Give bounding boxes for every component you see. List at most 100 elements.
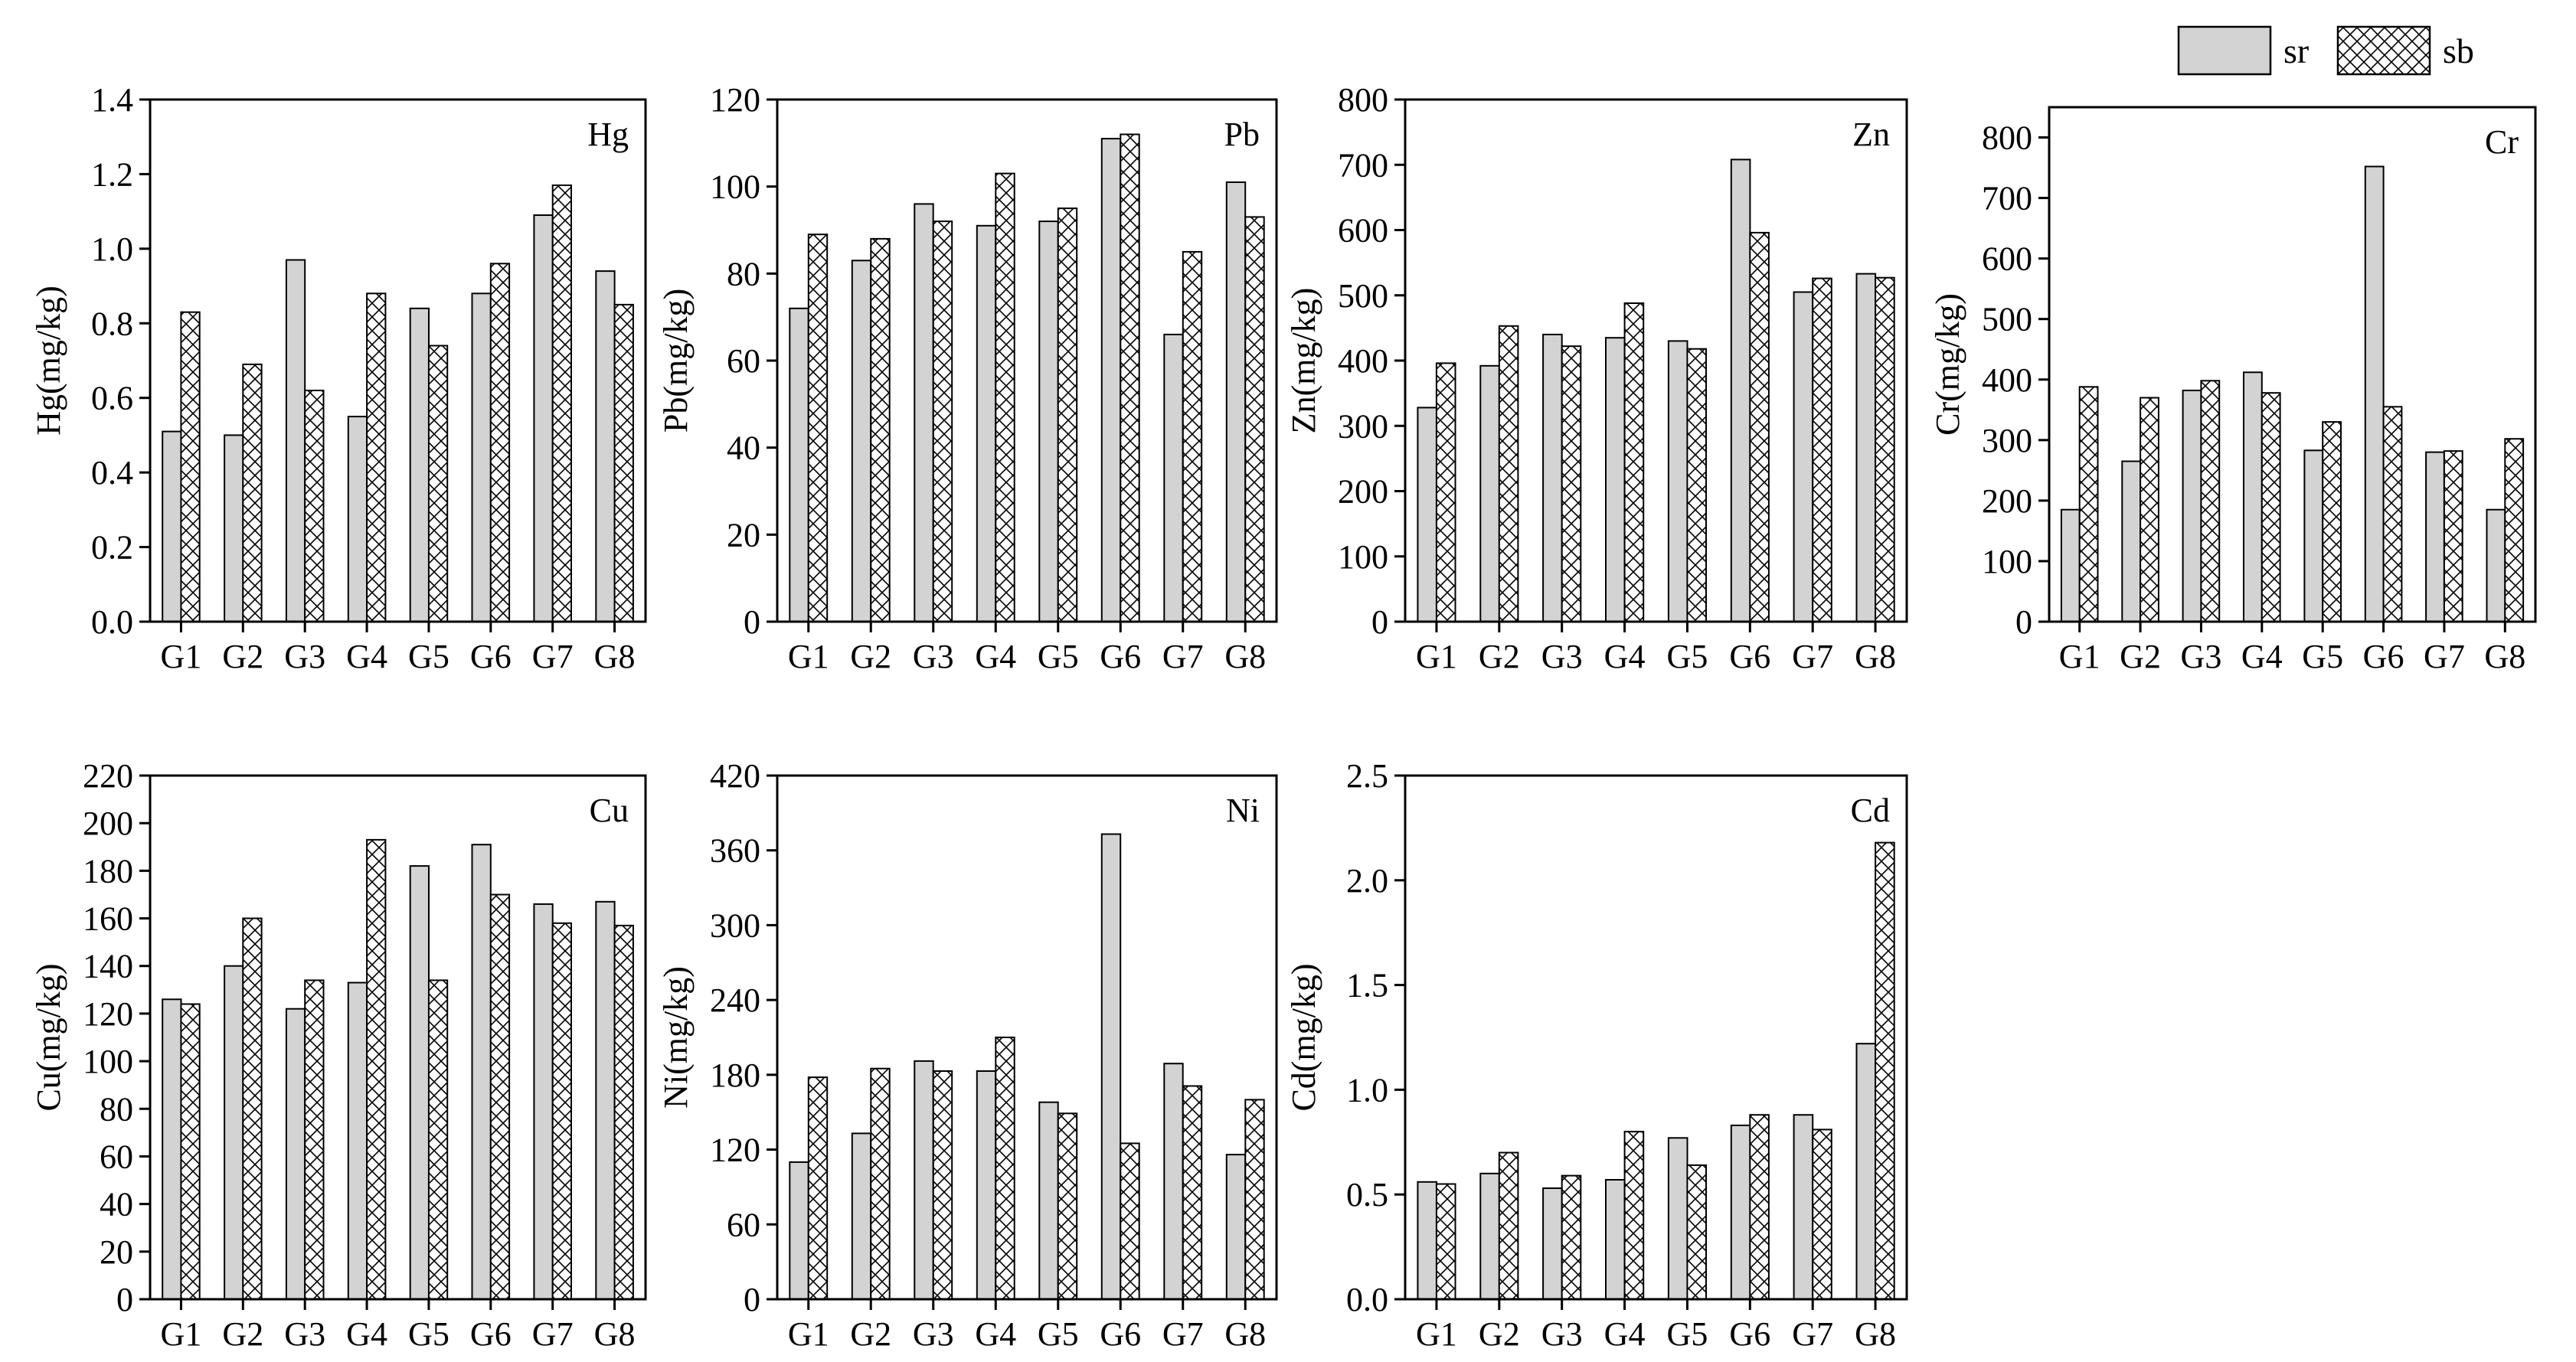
- y-tick-label-cr: 700: [1982, 180, 2032, 217]
- chart-panel-ni: 0 60 120 180 240 300 360 420 G1 G2 G3 G4 G5 G6 G7 G8 Ni N…: [657, 757, 1278, 1353]
- plot-frame-cd: [1404, 774, 1908, 1301]
- bar-cu-sr-g5: [409, 865, 430, 1300]
- legend: sr sb: [2177, 25, 2474, 76]
- plot-frame-hg: [149, 98, 647, 623]
- y-tick-label-hg: 1.4: [91, 81, 133, 119]
- x-tick-label-pb-g8: G8: [1224, 638, 1266, 675]
- bar-hg-sr-g5: [409, 307, 430, 622]
- x-tick-label-cd-g2: G2: [1479, 1315, 1520, 1353]
- bar-pb-sr-g2: [851, 260, 872, 622]
- bar-ni-sr-g1: [789, 1161, 809, 1301]
- bar-cd-sr-g6: [1730, 1124, 1751, 1301]
- y-tick-label-pb: 100: [710, 168, 760, 206]
- bar-pb-sr-g5: [1038, 220, 1059, 623]
- bar-pb-sb-g3: [932, 220, 953, 623]
- bar-cd-sr-g1: [1417, 1181, 1438, 1301]
- x-tick-label-ni-g4: G4: [975, 1315, 1016, 1353]
- x-tick-label-ni-g5: G5: [1038, 1315, 1079, 1353]
- x-tick-label-pb-g7: G7: [1162, 638, 1204, 675]
- bar-cd-sb-g4: [1623, 1131, 1645, 1300]
- bar-cu-sb-g4: [366, 838, 387, 1300]
- bar-cd-sb-g3: [1561, 1174, 1582, 1300]
- y-tick-label-ni: 360: [710, 832, 760, 870]
- bar-ni-sr-g5: [1038, 1101, 1059, 1300]
- bar-hg-sb-g6: [489, 263, 511, 622]
- y-tick-label-cu: 40: [100, 1186, 133, 1223]
- bar-ni-sb-g5: [1057, 1112, 1078, 1301]
- x-tick-label-zn-g6: G6: [1729, 638, 1770, 675]
- bar-pb-sr-g3: [914, 203, 934, 622]
- y-tick-label-hg: 0.2: [91, 529, 133, 567]
- bar-ni-sr-g3: [914, 1060, 934, 1301]
- bar-zn-sb-g7: [1812, 277, 1832, 622]
- x-tick-label-cu-g4: G4: [346, 1315, 387, 1353]
- x-tick-label-cr-g2: G2: [2120, 638, 2161, 675]
- y-tick-label-zn: 600: [1338, 212, 1388, 250]
- y-tick-label-cr: 500: [1982, 301, 2032, 338]
- panel-title-ni: Ni: [1226, 792, 1260, 829]
- y-tick-label-cr: 0: [2015, 603, 2032, 641]
- x-tick-label-cr-g7: G7: [2424, 638, 2465, 675]
- y-tick-label-ni: 180: [710, 1057, 760, 1094]
- chart-panel-hg: 0.0 0.2 0.4 0.6 0.8 1.0 1.2 1.4 G1 G2 G3 G4 G5 G6 G7 G8…: [30, 81, 647, 675]
- y-tick-label-cd: 2.5: [1346, 757, 1388, 795]
- y-tick-label-cu: 0: [116, 1281, 133, 1318]
- bar-ni-sb-g8: [1244, 1099, 1265, 1301]
- bar-cd-sr-g3: [1542, 1187, 1563, 1300]
- bar-hg-sr-g3: [285, 259, 306, 622]
- bar-cd-sr-g8: [1855, 1043, 1877, 1300]
- bar-pb-sr-g6: [1100, 138, 1122, 623]
- y-tick-label-ni: 120: [710, 1132, 760, 1169]
- x-tick-label-pb-g4: G4: [975, 638, 1016, 675]
- x-tick-label-cu-g3: G3: [284, 1315, 325, 1353]
- x-tick-label-cu-g1: G1: [161, 1315, 202, 1353]
- bar-hg-sr-g1: [162, 430, 182, 622]
- y-tick-label-ni: 240: [710, 981, 760, 1019]
- x-tick-label-cd-g7: G7: [1792, 1315, 1833, 1353]
- bar-hg-sr-g6: [471, 292, 492, 622]
- bar-pb-sb-g1: [807, 234, 829, 622]
- y-tick-label-cr: 200: [1982, 482, 2032, 520]
- bar-cr-sr-g8: [2486, 508, 2506, 623]
- y-tick-label-cr: 600: [1982, 240, 2032, 278]
- bar-hg-sb-g1: [180, 311, 201, 622]
- bar-hg-sr-g8: [595, 270, 616, 622]
- y-tick-label-zn: 500: [1338, 277, 1388, 315]
- bar-cr-sb-g2: [2140, 397, 2159, 622]
- y-tick-label-pb: 120: [710, 81, 760, 119]
- bar-cr-sr-g4: [2243, 371, 2263, 622]
- y-tick-label-zn: 800: [1338, 81, 1388, 119]
- x-tick-label-hg-g5: G5: [408, 638, 449, 675]
- chart-panel-pb: 0 20 40 60 80 100 120 G1 G2 G3 G4 G5 G6 G7 G8 Pb Pb(mg/k…: [657, 81, 1278, 675]
- bar-cr-sb-g3: [2200, 380, 2221, 622]
- x-tick-label-pb-g5: G5: [1038, 638, 1079, 675]
- x-tick-label-ni-g7: G7: [1162, 1315, 1204, 1353]
- x-tick-label-ni-g1: G1: [788, 1315, 829, 1353]
- y-tick-label-zn: 100: [1338, 538, 1388, 576]
- bar-cu-sr-g2: [224, 965, 244, 1300]
- bar-hg-sb-g5: [427, 345, 449, 622]
- chart-panel-cu: 0 20 40 60 80 100 120 140 160 180 200 220 G1 G2 G3 G4 G5…: [30, 757, 647, 1353]
- x-tick-label-cd-g4: G4: [1604, 1315, 1646, 1353]
- y-tick-label-pb: 40: [727, 430, 760, 467]
- y-tick-label-pb: 80: [727, 255, 760, 292]
- bar-hg-sb-g7: [551, 185, 573, 622]
- bar-cd-sb-g6: [1749, 1114, 1770, 1300]
- bar-hg-sr-g7: [533, 214, 554, 622]
- x-tick-label-hg-g3: G3: [284, 638, 325, 675]
- y-tick-label-hg: 0.6: [91, 380, 133, 417]
- bar-zn-sb-g4: [1623, 302, 1645, 622]
- bar-cu-sr-g3: [285, 1008, 306, 1300]
- x-tick-label-hg-g6: G6: [470, 638, 512, 675]
- x-tick-label-zn-g3: G3: [1541, 638, 1583, 675]
- y-axis-label-cr: Cr(mg/kg): [1929, 293, 1966, 436]
- x-tick-label-hg-g7: G7: [532, 638, 574, 675]
- x-tick-label-zn-g4: G4: [1604, 638, 1646, 675]
- y-tick-label-cd: 0.5: [1346, 1176, 1388, 1213]
- bar-cr-sb-g6: [2382, 406, 2403, 622]
- bar-hg-sb-g8: [613, 303, 634, 622]
- bar-zn-sr-g3: [1542, 333, 1563, 622]
- bar-ni-sb-g2: [870, 1067, 891, 1300]
- y-axis-label-cu: Cu(mg/kg): [30, 963, 67, 1111]
